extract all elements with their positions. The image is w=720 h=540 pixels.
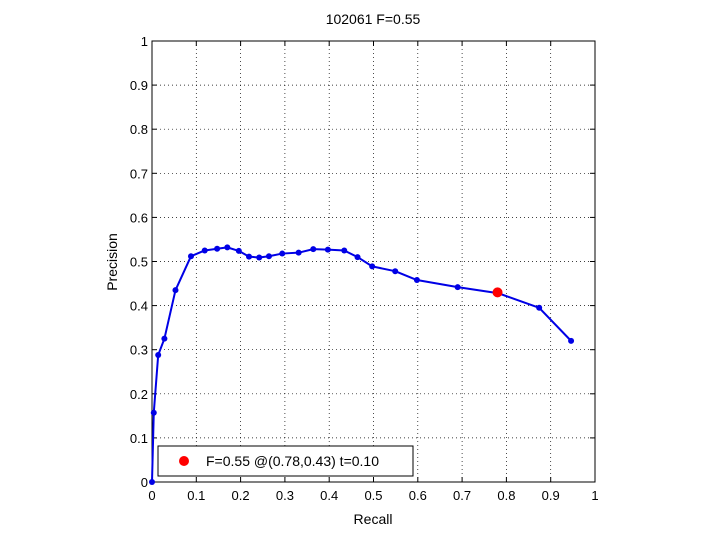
data-point — [279, 250, 286, 257]
x-tick-label: 0.5 — [364, 488, 382, 503]
x-axis-label: Recall — [354, 511, 393, 527]
data-point — [187, 253, 194, 260]
series-line — [151, 246, 572, 483]
grid-lines — [152, 41, 595, 482]
x-tick-label: 0.2 — [232, 488, 250, 503]
y-tick-label: 0.7 — [130, 166, 148, 181]
x-tick-label: 0.8 — [497, 488, 515, 503]
highlight-group — [492, 287, 503, 298]
y-tick-label: 0.4 — [130, 299, 148, 314]
data-point — [161, 335, 168, 342]
x-tick-label: 0 — [148, 488, 155, 503]
y-tick-label: 0.8 — [130, 122, 148, 137]
x-tick-label: 0.3 — [276, 488, 294, 503]
y-tick-labels: 0 0.1 0.2 0.3 0.4 0.5 0.6 0.7 0.8 0.9 1 — [130, 34, 148, 490]
x-tick-label: 0.9 — [542, 488, 560, 503]
x-tick-label: 0.7 — [453, 488, 471, 503]
data-point — [150, 409, 157, 416]
y-tick-label: 0.6 — [130, 210, 148, 225]
chart-title: 102061 F=0.55 — [326, 11, 421, 27]
data-point — [224, 244, 231, 251]
data-point — [201, 247, 208, 254]
data-point — [310, 246, 317, 253]
data-point — [172, 287, 179, 294]
y-tick-label: 1 — [141, 34, 148, 49]
legend-box — [157, 445, 414, 477]
data-point — [295, 249, 302, 256]
data-point — [392, 268, 399, 275]
data-point — [256, 254, 263, 261]
x-tick-labels: 0 0.1 0.2 0.3 0.4 0.5 0.6 0.7 0.8 0.9 1 — [148, 488, 598, 503]
data-point — [568, 337, 575, 344]
y-tick-label: 0 — [141, 475, 148, 490]
data-point — [324, 246, 331, 253]
legend: F=0.55 @(0.78,0.43) t=0.10 — [157, 445, 414, 477]
legend-marker — [179, 456, 189, 466]
data-point — [265, 253, 272, 260]
data-point — [149, 479, 155, 485]
y-tick-label: 0.3 — [130, 343, 148, 358]
x-tick-label: 0.1 — [187, 488, 205, 503]
y-tick-label: 0.9 — [130, 78, 148, 93]
data-point — [354, 254, 361, 261]
y-tick-label: 0.1 — [130, 431, 148, 446]
best-f-point — [492, 287, 503, 298]
data-point — [246, 253, 253, 260]
y-tick-label: 0.2 — [130, 387, 148, 402]
data-point — [341, 247, 348, 254]
series-group — [149, 244, 575, 485]
data-point — [413, 277, 420, 284]
data-point — [369, 263, 376, 270]
x-tick-label: 0.4 — [320, 488, 338, 503]
x-tick-label: 0.6 — [409, 488, 427, 503]
y-axis-label: Precision — [104, 233, 120, 291]
data-point — [235, 247, 242, 254]
legend-label: F=0.55 @(0.78,0.43) t=0.10 — [206, 453, 379, 469]
data-point — [536, 304, 543, 311]
data-point — [155, 351, 162, 358]
data-point — [214, 245, 221, 252]
data-point — [454, 284, 461, 291]
y-tick-label: 0.5 — [130, 255, 148, 270]
x-tick-label: 1 — [591, 488, 598, 503]
